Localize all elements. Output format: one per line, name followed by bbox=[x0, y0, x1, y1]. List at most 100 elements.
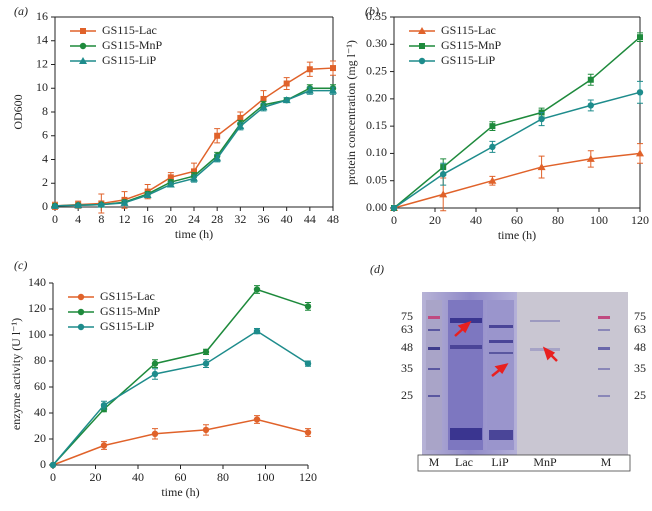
series-line bbox=[393, 91, 641, 209]
x-axis-label: time (h) bbox=[498, 228, 536, 242]
y-tick-label: 14 bbox=[36, 33, 48, 47]
marker bbox=[283, 80, 290, 87]
y-axis-label: enzyme activity (U l⁻¹) bbox=[9, 318, 23, 430]
series-line bbox=[54, 87, 333, 207]
x-tick-label: 32 bbox=[234, 212, 246, 226]
marker bbox=[191, 168, 197, 175]
x-tick-label: 8 bbox=[98, 212, 104, 226]
series-line bbox=[52, 330, 309, 466]
marker bbox=[587, 102, 594, 109]
marker bbox=[304, 360, 312, 367]
marker bbox=[236, 122, 245, 130]
marker bbox=[100, 442, 108, 449]
marker bbox=[202, 348, 210, 356]
marker-label: 25 bbox=[401, 388, 413, 402]
x-tick-label: 120 bbox=[631, 213, 649, 227]
x-tick-label: 20 bbox=[429, 213, 441, 227]
y-tick-label: 40 bbox=[34, 405, 46, 419]
marker bbox=[190, 174, 198, 182]
x-axis-label: time (h) bbox=[161, 485, 199, 499]
y-tick-label: 0.00 bbox=[366, 200, 387, 214]
panel-label: (d) bbox=[370, 262, 384, 276]
panel-label: (a) bbox=[14, 4, 28, 18]
marker-label: 75 bbox=[401, 309, 413, 323]
x-tick-label: 48 bbox=[327, 212, 339, 226]
x-tick-label: 36 bbox=[258, 212, 270, 226]
marker bbox=[330, 65, 336, 72]
y-tick-label: 4 bbox=[42, 151, 48, 165]
x-tick-label: 80 bbox=[217, 470, 229, 484]
y-tick-label: 120 bbox=[28, 301, 46, 315]
y-axis-label: protein concentration (mg l⁻¹) bbox=[344, 40, 358, 185]
legend-label: GS115-MnP bbox=[441, 38, 502, 52]
series-line bbox=[52, 288, 309, 466]
x-tick-label: 44 bbox=[304, 212, 316, 226]
x-tick-label: 100 bbox=[590, 213, 608, 227]
x-tick-label: 60 bbox=[511, 213, 523, 227]
marker bbox=[329, 86, 337, 94]
lane-label: M bbox=[601, 455, 612, 469]
x-axis-label: time (h) bbox=[175, 227, 213, 241]
marker bbox=[418, 27, 426, 34]
y-tick-label: 0.15 bbox=[366, 118, 387, 132]
marker bbox=[538, 115, 545, 123]
marker bbox=[213, 154, 222, 162]
y-tick-label: 0.05 bbox=[366, 172, 387, 186]
marker bbox=[77, 323, 85, 331]
y-tick-label: 0 bbox=[40, 457, 46, 471]
marker bbox=[74, 201, 83, 209]
marker bbox=[151, 370, 159, 378]
marker bbox=[79, 57, 87, 64]
marker bbox=[167, 174, 174, 181]
marker bbox=[306, 66, 313, 73]
marker bbox=[439, 190, 448, 198]
marker bbox=[253, 286, 261, 293]
marker bbox=[259, 103, 268, 111]
marker bbox=[120, 198, 129, 206]
legend-label: GS115-MnP bbox=[102, 38, 163, 52]
marker bbox=[305, 86, 314, 94]
x-tick-label: 4 bbox=[75, 212, 81, 226]
y-tick-label: 16 bbox=[36, 9, 48, 23]
marker bbox=[419, 43, 425, 49]
legend-label: GS115-MnP bbox=[100, 304, 161, 318]
marker bbox=[587, 76, 594, 83]
y-tick-label: 8 bbox=[42, 104, 48, 118]
x-tick-label: 0 bbox=[50, 470, 56, 484]
x-tick-label: 40 bbox=[132, 470, 144, 484]
marker-label: 35 bbox=[634, 361, 646, 375]
marker-label: 48 bbox=[401, 340, 413, 354]
x-tick-label: 20 bbox=[165, 212, 177, 226]
marker bbox=[440, 170, 447, 178]
marker bbox=[253, 416, 261, 423]
marker bbox=[253, 327, 261, 335]
y-tick-label: 0.25 bbox=[366, 63, 387, 77]
x-tick-label: 40 bbox=[470, 213, 482, 227]
series-line bbox=[393, 152, 641, 209]
lane-label: LiP bbox=[491, 455, 509, 469]
x-tick-label: 12 bbox=[119, 212, 131, 226]
marker bbox=[636, 89, 644, 96]
y-tick-label: 12 bbox=[36, 56, 48, 70]
gel-image bbox=[417, 292, 631, 472]
y-tick-label: 60 bbox=[34, 379, 46, 393]
marker bbox=[79, 42, 87, 50]
x-tick-label: 20 bbox=[90, 470, 102, 484]
marker-label: 35 bbox=[401, 361, 413, 375]
marker bbox=[49, 461, 57, 469]
marker bbox=[77, 293, 85, 301]
y-tick-label: 10 bbox=[36, 80, 48, 94]
marker bbox=[151, 430, 159, 437]
marker bbox=[77, 308, 85, 316]
marker bbox=[51, 201, 59, 209]
marker bbox=[636, 149, 644, 157]
y-tick-label: 0 bbox=[42, 199, 48, 213]
marker bbox=[637, 34, 643, 41]
panel-label: (c) bbox=[14, 258, 27, 272]
legend-label: GS115-Lac bbox=[441, 23, 496, 37]
x-tick-label: 100 bbox=[257, 470, 275, 484]
x-tick-label: 28 bbox=[211, 212, 223, 226]
marker bbox=[151, 360, 159, 367]
legend-label: GS115-LiP bbox=[100, 319, 155, 333]
marker bbox=[537, 163, 546, 171]
